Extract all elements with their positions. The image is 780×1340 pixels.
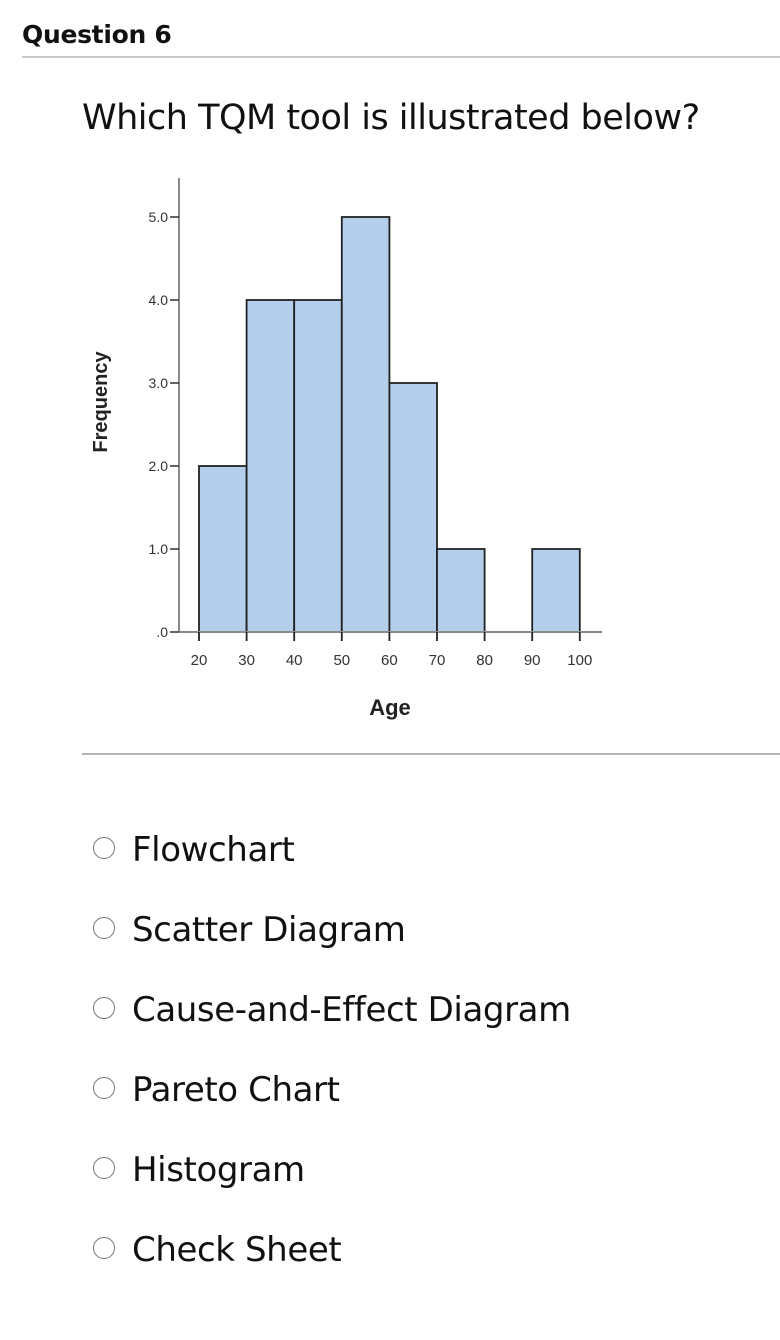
y-tick-label: .0 (156, 624, 168, 640)
option-flowchart[interactable]: Flowchart (93, 830, 571, 910)
option-label: Cause-and-Effect Diagram (132, 990, 571, 1030)
radio-button[interactable] (93, 997, 115, 1019)
option-histogram[interactable]: Histogram (93, 1150, 571, 1230)
x-tick-label: 90 (524, 652, 541, 669)
answer-options: Flowchart Scatter Diagram Cause-and-Effe… (93, 830, 571, 1310)
radio-button[interactable] (93, 1157, 115, 1179)
option-label: Flowchart (132, 830, 295, 870)
radio-button[interactable] (93, 1237, 115, 1259)
option-check-sheet[interactable]: Check Sheet (93, 1230, 571, 1310)
radio-button[interactable] (93, 837, 115, 859)
x-tick-label: 20 (191, 652, 208, 669)
option-label: Histogram (132, 1150, 305, 1190)
histogram-bar (388, 382, 438, 633)
y-tick-label: 3.0 (149, 375, 169, 391)
x-tick-label: 70 (429, 652, 446, 669)
radio-button[interactable] (93, 917, 115, 939)
x-tick-label: 30 (238, 652, 255, 669)
histogram-bar (245, 299, 296, 633)
option-label: Scatter Diagram (132, 910, 406, 950)
y-tick-label: 2.0 (149, 458, 169, 474)
option-pareto-chart[interactable]: Pareto Chart (93, 1070, 571, 1150)
histogram-bar (436, 548, 486, 633)
x-tick-label: 50 (333, 652, 350, 669)
header-divider (22, 56, 780, 58)
question-text: Which TQM tool is illustrated below? (82, 98, 700, 138)
histogram-bar (531, 548, 581, 633)
option-label: Check Sheet (132, 1230, 342, 1270)
y-tick-label: 4.0 (149, 292, 169, 308)
chart-divider (82, 753, 780, 755)
option-label: Pareto Chart (132, 1070, 340, 1110)
histogram-bar (340, 216, 391, 633)
y-tick-label: 1.0 (149, 541, 169, 557)
x-tick-label: 60 (381, 652, 398, 669)
histogram-chart: .0 1.0 2.0 3.0 4.0 5.0 20 30 40 50 60 70 80 90 100 Age F… (80, 170, 620, 730)
x-axis-title: Age (369, 695, 411, 720)
histogram-bar (293, 299, 343, 633)
x-tick-label: 100 (567, 652, 592, 669)
x-tick-label: 40 (286, 652, 303, 669)
radio-button[interactable] (93, 1077, 115, 1099)
option-scatter-diagram[interactable]: Scatter Diagram (93, 910, 571, 990)
option-cause-and-effect-diagram[interactable]: Cause-and-Effect Diagram (93, 990, 571, 1070)
y-tick-label: 5.0 (149, 209, 169, 225)
histogram-bar (198, 465, 248, 633)
question-header: Question 6 (22, 20, 172, 49)
x-tick-label: 80 (476, 652, 493, 669)
y-axis-title: Frequency (90, 351, 112, 453)
